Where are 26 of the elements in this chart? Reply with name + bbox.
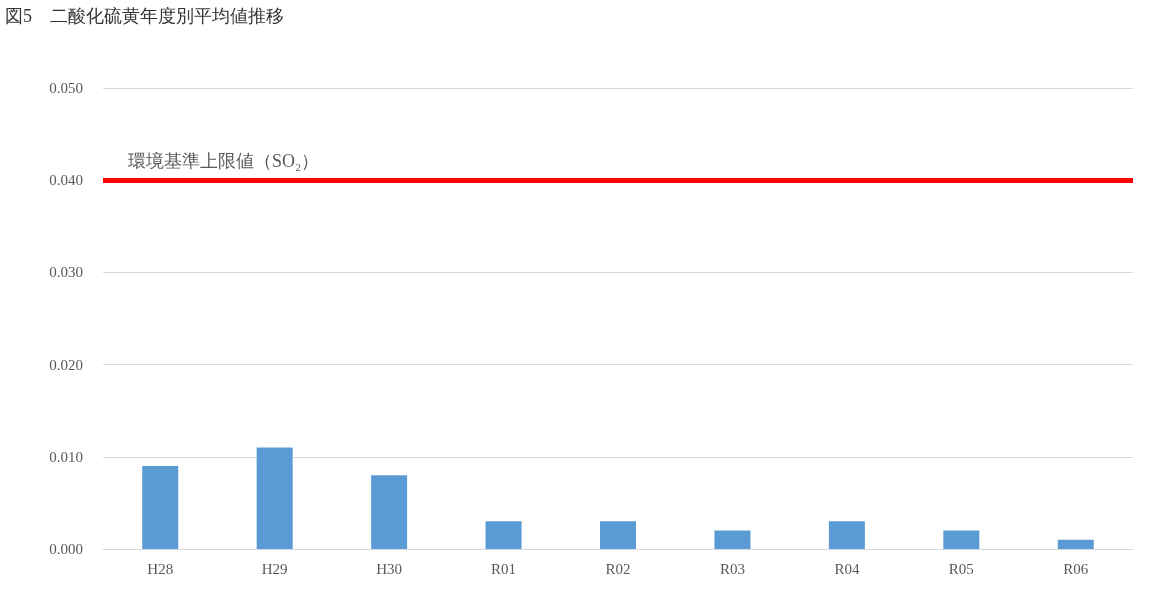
ref-line-label: 環境基準上限値（SO₂）	[128, 151, 320, 172]
bar	[256, 447, 293, 549]
x-tick-label: H30	[376, 560, 403, 577]
x-tick-label: R03	[719, 560, 745, 577]
x-tick-label: R04	[834, 560, 860, 577]
bar	[142, 466, 179, 549]
x-tick-label: R02	[605, 560, 631, 577]
y-tick-label: 0.040	[49, 172, 83, 189]
bar	[600, 521, 636, 549]
bar	[943, 530, 980, 549]
y-tick-label: 0.020	[49, 356, 83, 373]
bar	[1057, 539, 1094, 549]
x-tick-label: R06	[1063, 560, 1089, 577]
bar	[485, 521, 522, 549]
y-tick-label: 0.010	[49, 448, 83, 465]
bar	[371, 475, 408, 549]
x-tick-label: R05	[948, 560, 974, 577]
x-tick-label: H28	[147, 560, 174, 577]
x-tick-label: H29	[261, 560, 288, 577]
bar	[714, 530, 751, 549]
bar	[828, 521, 865, 549]
y-tick-label: 0.030	[49, 264, 83, 281]
y-tick-label: 0.000	[49, 541, 83, 557]
chart-title: 図5 二酸化硫黄年度別平均値推移	[5, 6, 284, 26]
x-tick-label: R01	[491, 560, 517, 577]
y-tick-label: 0.050	[49, 80, 83, 96]
